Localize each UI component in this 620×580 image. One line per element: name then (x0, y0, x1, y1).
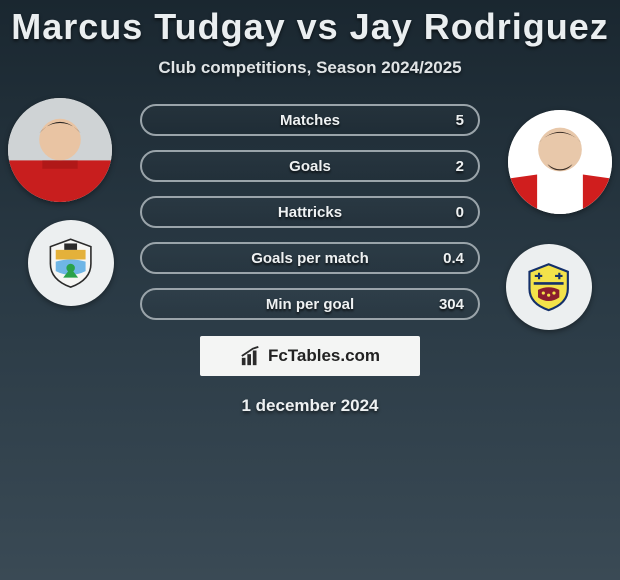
comparison-date: 1 december 2024 (0, 396, 620, 416)
page-subtitle: Club competitions, Season 2024/2025 (0, 58, 620, 78)
club-right-crest-svg (522, 260, 575, 313)
stat-label: Matches (206, 112, 414, 129)
player-right-avatar-svg (508, 110, 612, 214)
stat-right-value: 5 (414, 112, 464, 129)
stat-label: Min per goal (206, 296, 414, 313)
club-right-crest (506, 244, 592, 330)
club-left-crest (28, 220, 114, 306)
stat-label: Goals (206, 158, 414, 175)
stat-row: Matches 5 (140, 104, 480, 136)
page-title: Marcus Tudgay vs Jay Rodriguez (0, 0, 620, 48)
club-left-crest-svg (44, 236, 97, 289)
stat-row: Min per goal 304 (140, 288, 480, 320)
stat-right-value: 0 (414, 204, 464, 221)
stat-label: Goals per match (206, 250, 414, 267)
player-left-avatar (8, 98, 112, 202)
stats-list: Matches 5 Goals 2 Hattricks 0 Goals per … (140, 104, 480, 334)
stat-right-value: 304 (414, 296, 464, 313)
stat-right-value: 0.4 (414, 250, 464, 267)
bar-chart-icon (240, 345, 262, 367)
stat-row: Hattricks 0 (140, 196, 480, 228)
branding-label: FcTables.com (268, 346, 380, 366)
stat-right-value: 2 (414, 158, 464, 175)
stat-label: Hattricks (206, 204, 414, 221)
branding-box: FcTables.com (200, 336, 420, 376)
player-left-avatar-svg (8, 98, 112, 202)
stat-row: Goals 2 (140, 150, 480, 182)
stat-row: Goals per match 0.4 (140, 242, 480, 274)
player-right-avatar (508, 110, 612, 214)
